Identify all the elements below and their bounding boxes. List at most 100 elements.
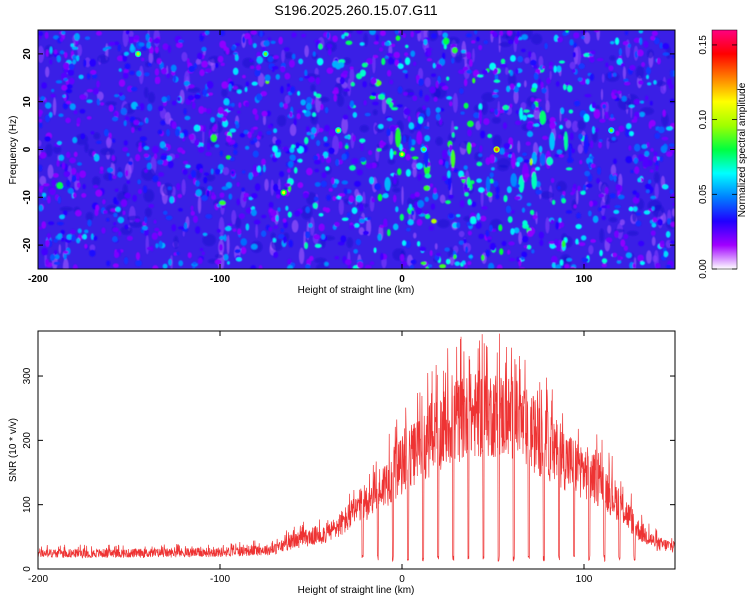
heat-blob (44, 135, 51, 142)
heat-blob (384, 177, 391, 191)
heat-blob (364, 264, 372, 269)
heat-blob (510, 210, 515, 214)
heat-blob (102, 199, 106, 205)
heat-blob (360, 143, 364, 152)
heat-patch (53, 145, 62, 154)
heat-blob (187, 84, 195, 89)
heat-blob (669, 189, 674, 195)
heat-patch (270, 232, 276, 240)
heat-patch (129, 220, 144, 228)
heat-blob (38, 118, 43, 123)
heat-blob (607, 72, 613, 79)
heat-patch (314, 257, 327, 264)
heat-blob (639, 261, 645, 266)
heat-blob (424, 214, 431, 220)
heat-streak (660, 83, 667, 94)
heat-blob (669, 69, 674, 78)
heat-blob (202, 232, 208, 237)
heat-blob (548, 65, 553, 70)
heat-blob (380, 252, 384, 261)
heat-blob (153, 219, 157, 224)
heat-streak (588, 245, 594, 255)
heat-blob (149, 46, 154, 54)
heat-blob (429, 86, 436, 94)
heat-blob (326, 67, 334, 74)
heat-blob (509, 69, 514, 77)
heat-blob (350, 82, 356, 87)
heat-blob (261, 158, 266, 166)
heat-blob (354, 180, 361, 187)
heat-blob (236, 182, 240, 187)
heat-blob (108, 132, 112, 139)
heat-blob (495, 193, 500, 200)
heat-blob (349, 224, 356, 230)
heat-blob (387, 228, 391, 237)
heat-blob (318, 43, 323, 50)
heat-streak (231, 209, 237, 225)
heat-blob (282, 218, 287, 223)
heat-blob (580, 235, 587, 241)
heat-blob (515, 161, 520, 167)
heat-blob (244, 32, 251, 40)
heat-blob (384, 41, 390, 47)
heat-blob (598, 139, 603, 143)
heat-blob (613, 209, 620, 215)
heat-blob (539, 239, 544, 247)
heat-blob (125, 169, 129, 177)
heat-blob (313, 234, 321, 240)
heat-blob (558, 154, 565, 158)
heat-blob (414, 30, 422, 34)
heat-blob (258, 265, 263, 269)
heat-streak (424, 77, 431, 88)
heat-blob (141, 46, 147, 51)
heat-blob (417, 200, 425, 208)
heat-blob (108, 104, 114, 112)
heat-blob (93, 235, 98, 241)
heat-blob (389, 125, 396, 132)
heat-blob (117, 44, 121, 52)
heat-blob (467, 261, 472, 266)
heat-blob (250, 209, 257, 217)
heat-streak (354, 188, 360, 198)
heat-blob (216, 228, 222, 233)
heat-patch (145, 207, 152, 218)
heat-blob (581, 257, 589, 263)
heat-blob (340, 235, 347, 243)
heat-patch (202, 233, 216, 247)
heat-blob (655, 262, 661, 269)
heat-blob (363, 100, 367, 106)
heat-blob (124, 116, 130, 121)
heat-blob (86, 116, 92, 120)
heat-blob (610, 113, 614, 119)
heat-blob (325, 166, 330, 171)
heat-blob (312, 202, 318, 209)
heat-blob (616, 58, 623, 66)
heat-blob (390, 43, 396, 48)
x-tick-label: -100 (210, 574, 230, 585)
heat-blob (463, 238, 467, 244)
heat-blob (418, 78, 424, 86)
heat-blob (459, 176, 467, 180)
heat-streak (517, 140, 521, 153)
heat-blob (171, 121, 177, 130)
heat-blob (320, 103, 324, 111)
heat-blob (645, 189, 650, 194)
heat-blob (234, 42, 241, 47)
heat-blob (399, 213, 404, 221)
heat-blob (126, 180, 131, 184)
heat-blob (419, 89, 423, 98)
heat-blob (493, 180, 499, 188)
heat-blob (308, 222, 313, 228)
heat-blob (478, 108, 482, 125)
heat-blob (575, 238, 579, 245)
heat-blob (623, 78, 629, 82)
heat-blob (158, 172, 165, 177)
colorbar-tick-label: 0.00 (698, 259, 709, 279)
heat-blob (355, 238, 361, 246)
heat-blob (618, 47, 623, 56)
heat-patch (336, 94, 344, 107)
heat-blob (53, 49, 58, 55)
heat-blob (640, 100, 645, 104)
heat-blob (130, 43, 135, 51)
heat-streak (347, 78, 352, 97)
